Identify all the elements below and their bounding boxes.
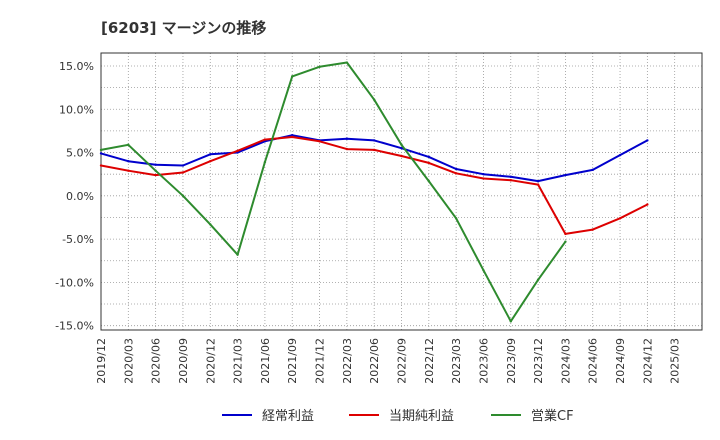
chart-title: [6203] マージンの推移 — [101, 19, 266, 37]
y-tick-label: -10.0% — [55, 276, 94, 289]
series-1-point — [209, 153, 212, 156]
series-1-point — [454, 167, 458, 171]
series-2-point — [154, 173, 157, 177]
series-2-point — [400, 154, 403, 158]
y-tick-label: 10.0% — [59, 103, 94, 116]
series-2-point — [564, 232, 567, 236]
series-2-point — [236, 149, 239, 153]
series-2-point — [99, 164, 103, 167]
series-3-point — [318, 65, 321, 69]
series-2-point — [536, 183, 540, 186]
x-tick-label: 2024/12 — [641, 338, 654, 384]
series-3-point — [509, 320, 512, 323]
series-2-point — [318, 140, 321, 143]
series-1-point — [509, 175, 512, 178]
series-3-point — [400, 143, 403, 146]
legend: 経常利益 当期純利益 営業CF — [222, 408, 574, 424]
series-1-point — [400, 147, 403, 150]
series-1-point — [291, 134, 294, 137]
series-1-point — [127, 160, 130, 163]
series-2-point — [618, 217, 622, 220]
series-2-point — [372, 148, 376, 152]
series-3-point — [372, 98, 376, 101]
x-tick-label: 2023/12 — [532, 338, 545, 384]
x-tick-label: 2022/06 — [368, 338, 381, 384]
series-1-point — [564, 173, 567, 177]
series-2-point — [127, 169, 130, 172]
series-3-point — [209, 223, 212, 226]
x-tick-label: 2020/09 — [177, 338, 190, 384]
series-3-point — [154, 169, 157, 172]
x-tick-label: 2024/06 — [587, 338, 600, 384]
x-tick-label: 2021/09 — [286, 338, 299, 384]
x-tick-label: 2021/06 — [259, 338, 272, 384]
series-3-point — [263, 160, 267, 164]
legend-label: 当期純利益 — [389, 409, 454, 424]
y-tick-label: 0.0% — [66, 190, 94, 203]
x-tick-label: 2024/03 — [559, 338, 572, 384]
legend-label: 経常利益 — [262, 409, 314, 424]
x-tick-label: 2022/03 — [341, 338, 354, 384]
series-1-point — [618, 153, 622, 157]
x-tick-label: 2020/03 — [122, 338, 135, 384]
series-2-point — [454, 172, 458, 175]
series-1-point — [372, 139, 376, 142]
y-tick-label: 5.0% — [66, 147, 94, 160]
x-tick-label: 2019/12 — [95, 338, 108, 384]
series-3-point — [536, 278, 540, 281]
x-tick-label: 2022/12 — [423, 338, 436, 384]
series-3-point — [482, 269, 485, 272]
series-3-point — [564, 240, 567, 243]
x-tick-label: 2021/03 — [232, 338, 245, 384]
x-tick-label: 2023/09 — [505, 338, 518, 384]
series-2-point — [209, 160, 212, 163]
series-line-3 — [100, 61, 567, 323]
x-tick-label: 2023/06 — [477, 338, 490, 384]
series-3-point — [291, 75, 294, 78]
series-2-point — [591, 228, 594, 231]
series-3-point — [181, 194, 185, 198]
series-3-point — [345, 61, 349, 64]
series-2-point — [181, 171, 185, 174]
x-tick-label: 2024/09 — [614, 338, 627, 384]
y-tick-label: -5.0% — [62, 233, 94, 246]
series-1-point — [536, 179, 540, 183]
series-3-point — [454, 217, 458, 220]
series-2-point — [263, 138, 267, 141]
series-1-point — [181, 164, 185, 167]
series-2-point — [427, 161, 431, 165]
series-3-point — [127, 143, 130, 146]
series-1-point — [99, 152, 103, 155]
series-1-point — [345, 137, 349, 140]
series-3-point — [427, 179, 431, 183]
x-tick-label: 2020/06 — [150, 338, 163, 384]
x-tick-label: 2020/12 — [204, 338, 217, 384]
series-1-point — [154, 163, 157, 166]
series-1-point — [591, 168, 594, 172]
series-1-point — [646, 139, 649, 142]
x-tick-label: 2021/12 — [314, 338, 327, 384]
series-1-point — [482, 172, 485, 176]
series-3-point — [99, 148, 103, 152]
legend-label: 営業CF — [531, 408, 574, 424]
plot-area: 15.0% 10.0% 5.0% 0.0% -5.0% -10.0% -15.0%2019/… — [55, 52, 703, 384]
plot-frame — [100, 52, 703, 331]
y-tick-label: 15.0% — [59, 60, 94, 73]
series-1-point — [427, 155, 431, 159]
x-tick-label: 2022/09 — [396, 338, 409, 384]
y-tick-label: -15.0% — [55, 320, 94, 333]
x-tick-label: 2025/03 — [669, 338, 682, 384]
x-tick-label: 2023/03 — [450, 338, 463, 384]
series-2-point — [345, 147, 349, 151]
series-2-point — [482, 177, 485, 180]
series-2-point — [291, 135, 294, 139]
series-3-point — [236, 253, 239, 256]
series-2-point — [509, 179, 512, 182]
series-2-point — [646, 203, 649, 206]
